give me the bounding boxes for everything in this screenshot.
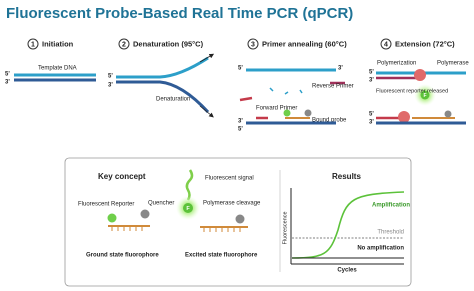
annotation: Forward Primer [256, 106, 297, 112]
strand-end: 5' [369, 70, 374, 76]
section-heading: Results [332, 172, 361, 181]
annotation: Fluorescent signal [205, 176, 254, 182]
annotation: No amplification [357, 246, 404, 252]
annotation: Bound probe [312, 118, 347, 124]
strand-end: 3' [369, 78, 374, 84]
strand-end: 5' [238, 127, 243, 133]
annotation: Polymerization [377, 61, 416, 67]
title: Fluorescent Probe-Based Real Time PCR (q… [6, 5, 353, 22]
annotation: Polymerase [437, 61, 469, 67]
step-number: 3 [251, 41, 255, 48]
fluorophore-label: F [186, 206, 190, 212]
step-label: Initiation [42, 39, 74, 48]
step-circle [27, 38, 39, 50]
step-headers: 1 Initiation 2 Denaturation (95°C) 3 Pri… [27, 38, 455, 50]
step-number: 1 [31, 41, 35, 48]
section-heading: Key concept [98, 172, 146, 181]
caption: Ground state fluorophore [86, 253, 159, 259]
axis-label: Fluorescence [282, 211, 288, 244]
panel-denaturation: 5' 3' Denaturation [108, 53, 215, 118]
annotation: Polymerase cleavage [203, 201, 261, 207]
annotation: Reverse Primer [312, 84, 354, 90]
step-label: Primer annealing (60°C) [262, 39, 347, 48]
step-circle [247, 38, 259, 50]
strand-end: 5' [108, 74, 113, 80]
key-concept-box [64, 157, 412, 287]
strand-end: 3' [108, 83, 113, 89]
fluorophore-label: F [423, 93, 426, 99]
panel-initiation: Template DNA 5' 3' [5, 66, 96, 86]
results: Results Fluorescence Cycles Threshold Am… [282, 172, 410, 273]
strand-end: 5' [238, 66, 243, 72]
dna-strand [116, 56, 209, 79]
annotation: Template DNA [38, 66, 77, 72]
key-concept: Key concept Fluorescent Reporter Quenche… [78, 169, 261, 259]
step-label: Denaturation (95°C) [133, 39, 204, 48]
strand-end: 3' [238, 119, 243, 125]
annotation: Amplification [372, 203, 410, 209]
step-number: 2 [122, 41, 126, 48]
step-circle [380, 38, 392, 50]
dna-strand [116, 80, 210, 114]
annotation: Threshold [377, 230, 404, 236]
annotation: Fluorescent Reporter [78, 202, 134, 208]
caption: Excited state fluorophore [185, 253, 258, 259]
annotation: Quencher [148, 201, 174, 207]
panel-extension: Polymerization Polymerase 5' 3' F Fluore… [369, 61, 469, 126]
annotation: Fluorescent reporter released [376, 88, 448, 94]
step-label: Extension (72°C) [395, 39, 455, 48]
strand-end: 5' [5, 72, 10, 78]
step-circle [118, 38, 130, 50]
strand-end: 3' [369, 120, 374, 126]
strand-end: 3' [338, 66, 343, 72]
panel-annealing: 5' 3' Reverse Primer Forward Primer Boun… [238, 66, 354, 133]
strand-end: 3' [5, 80, 10, 86]
strand-end: 5' [369, 112, 374, 118]
step-number: 4 [384, 41, 388, 48]
axis-label: Cycles [337, 268, 357, 274]
annotation: Denaturation [156, 97, 190, 103]
